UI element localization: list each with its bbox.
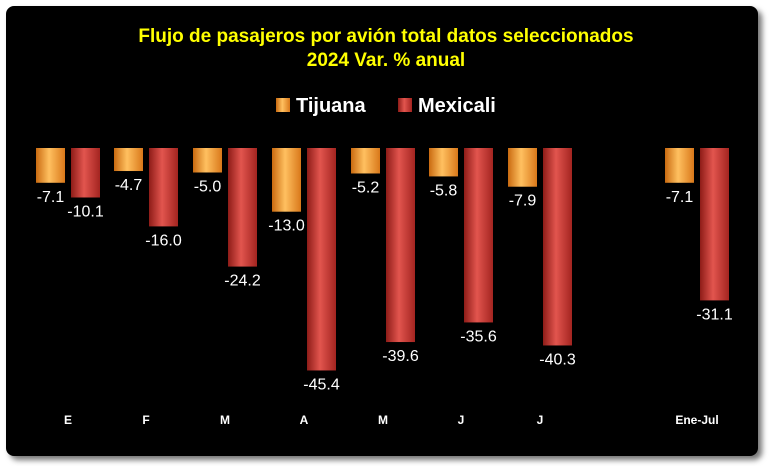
category-label-3: A bbox=[300, 413, 309, 427]
data-label-mexicali-5: -35.6 bbox=[460, 328, 497, 345]
bar-tijuana-6 bbox=[508, 148, 537, 187]
bar-mexicali-3 bbox=[307, 148, 336, 371]
category-labels-layer: E F M A M J J Ene-Jul bbox=[64, 413, 719, 427]
bar-mexicali-7 bbox=[700, 148, 729, 301]
bar-mexicali-6 bbox=[543, 148, 572, 346]
bar-mexicali-5 bbox=[464, 148, 493, 323]
bar-tijuana-1 bbox=[114, 148, 143, 172]
category-label-0: E bbox=[64, 413, 72, 427]
data-labels-layer: -7.1-10.1-4.7-16.0-5.0-24.2-13.0-45.4-5.… bbox=[37, 177, 733, 393]
legend-swatch-tijuana bbox=[276, 98, 290, 112]
category-label-1: F bbox=[142, 413, 149, 427]
data-label-tijuana-3: -13.0 bbox=[268, 218, 305, 235]
chart-svg: Flujo de pasajeros por avión total datos… bbox=[36, 26, 733, 427]
category-label-5: J bbox=[458, 413, 465, 427]
data-label-tijuana-4: -5.2 bbox=[352, 179, 380, 196]
bar-tijuana-2 bbox=[193, 148, 222, 173]
category-label-7: Ene-Jul bbox=[675, 413, 718, 427]
bars-layer bbox=[36, 148, 729, 371]
chart-subtitle: 2024 Var. % anual bbox=[307, 50, 465, 71]
data-label-mexicali-7: -31.1 bbox=[696, 306, 733, 323]
category-label-6: J bbox=[537, 413, 544, 427]
bar-mexicali-0 bbox=[71, 148, 100, 198]
data-label-mexicali-2: -24.2 bbox=[224, 273, 261, 290]
chart-title: Flujo de pasajeros por avión total datos… bbox=[138, 26, 633, 47]
bar-tijuana-0 bbox=[36, 148, 65, 183]
data-label-tijuana-6: -7.9 bbox=[509, 193, 537, 210]
category-label-2: M bbox=[220, 413, 230, 427]
bar-tijuana-5 bbox=[429, 148, 458, 177]
legend-label-tijuana: Tijuana bbox=[296, 95, 367, 117]
bar-tijuana-4 bbox=[351, 148, 380, 174]
data-label-mexicali-6: -40.3 bbox=[539, 351, 576, 368]
data-label-mexicali-0: -10.1 bbox=[67, 203, 104, 220]
data-label-mexicali-4: -39.6 bbox=[382, 348, 419, 365]
bar-mexicali-1 bbox=[149, 148, 178, 227]
legend-label-mexicali: Mexicali bbox=[418, 95, 496, 117]
data-label-tijuana-2: -5.0 bbox=[194, 179, 222, 196]
data-label-tijuana-5: -5.8 bbox=[430, 182, 458, 199]
bar-tijuana-3 bbox=[272, 148, 301, 212]
data-label-tijuana-0: -7.1 bbox=[37, 189, 65, 206]
bar-mexicali-4 bbox=[386, 148, 415, 343]
data-label-mexicali-3: -45.4 bbox=[303, 376, 340, 393]
category-label-4: M bbox=[378, 413, 388, 427]
bar-mexicali-2 bbox=[228, 148, 257, 267]
data-label-tijuana-1: -4.7 bbox=[115, 177, 143, 194]
data-label-mexicali-1: -16.0 bbox=[145, 232, 182, 249]
legend-swatch-mexicali bbox=[398, 98, 412, 112]
chart-frame: Flujo de pasajeros por avión total datos… bbox=[6, 6, 758, 456]
legend: Tijuana Mexicali bbox=[276, 95, 496, 117]
bar-tijuana-7 bbox=[665, 148, 694, 183]
data-label-tijuana-7: -7.1 bbox=[666, 189, 694, 206]
